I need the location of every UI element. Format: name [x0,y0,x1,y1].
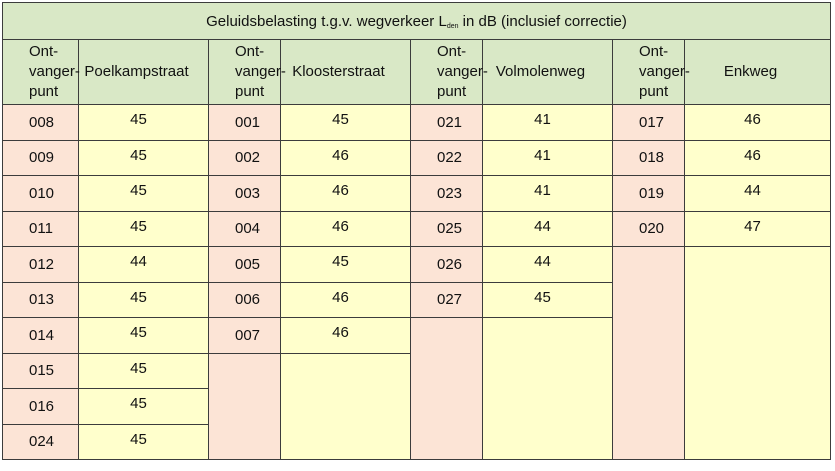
receiver-point-cell: 027 [410,281,483,318]
empty-receiver-point-cell [612,246,685,460]
receiver-point-cell: 017 [612,104,685,141]
noise-value-cell: 41 [482,139,613,176]
receiver-point-cell: 021 [410,104,483,141]
empty-noise-value-cell [280,352,411,460]
receiver-point-cell: 019 [612,175,685,212]
empty-receiver-point-cell [410,317,483,460]
table-row: 009 45 002 46 022 41 018 46 [2,139,832,176]
noise-value-cell: 45 [78,423,209,460]
column-header-row: Ont-vanger-punt Poelkampstraat Ont-vanger-… [2,39,832,105]
noise-value-cell: 46 [280,281,411,318]
receiver-point-cell: 015 [2,352,79,389]
noise-value-cell: 46 [683,139,832,176]
noise-value-cell: 45 [78,388,209,425]
empty-noise-value-cell [683,246,832,460]
noise-value-cell: 41 [482,104,613,141]
empty-noise-value-cell [482,317,613,460]
receiver-point-header: Ont-vanger-punt [2,39,80,105]
receiver-point-cell: 002 [208,139,281,176]
receiver-point-cell: 022 [410,139,483,176]
noise-value-cell: 45 [280,246,411,283]
receiver-point-cell: 005 [208,246,281,283]
receiver-point-cell: 024 [2,423,79,460]
receiver-point-cell: 008 [2,104,79,141]
street-header: Poelkampstraat [78,39,209,105]
receiver-point-cell: 007 [208,317,281,354]
receiver-point-cell: 011 [2,210,79,247]
noise-value-cell: 46 [280,210,411,247]
table-body: 008 45 001 45 021 41 017 46 009 45 002 46 022 41 018 46… [2,104,832,460]
noise-value-cell: 46 [280,175,411,212]
table-row: 015 45 [2,352,831,460]
receiver-point-cell: 012 [2,246,79,283]
receiver-point-cell: 020 [612,210,685,247]
noise-value-cell: 45 [78,317,209,354]
noise-value-cell: 46 [683,104,832,141]
noise-value-cell: 45 [280,104,411,141]
noise-value-cell: 44 [78,246,209,283]
noise-value-cell: 45 [78,281,209,318]
table-row: 013 45 006 46 027 45 [2,281,831,318]
table-row: 012 44 005 45 026 44 [2,246,832,460]
receiver-point-cell: 016 [2,388,79,425]
noise-value-cell: 45 [78,352,209,389]
empty-receiver-point-cell [208,352,281,460]
receiver-point-header: Ont-vanger-punt [208,39,286,105]
noise-value-cell: 46 [280,139,411,176]
noise-value-cell: 46 [280,317,411,354]
table-row: 016 45 [2,388,831,425]
table-row: 024 45 [2,423,831,460]
noise-value-cell: 45 [482,281,613,318]
table-row: 010 45 003 46 023 41 019 44 [2,175,832,212]
receiver-point-header: Ont-vanger-punt [410,39,488,105]
street-header: Kloosterstraat [280,39,411,105]
receiver-point-cell: 013 [2,281,79,318]
table-row: 011 45 004 46 025 44 020 47 [2,210,832,247]
noise-value-cell: 44 [482,210,613,247]
noise-value-cell: 45 [78,175,209,212]
noise-value-cell: 47 [683,210,832,247]
receiver-point-cell: 023 [410,175,483,212]
noise-value-cell: 45 [78,210,209,247]
receiver-point-cell: 026 [410,246,483,283]
receiver-point-cell: 014 [2,317,79,354]
table-row: 014 45 007 46 [2,317,831,460]
receiver-point-cell: 025 [410,210,483,247]
noise-value-cell: 45 [78,139,209,176]
noise-value-cell: 44 [683,175,832,212]
street-header: Enkweg [683,39,832,105]
noise-value-cell: 41 [482,175,613,212]
receiver-point-cell: 003 [208,175,281,212]
receiver-point-cell: 001 [208,104,281,141]
noise-load-table: Geluidsbelasting t.g.v. wegverkeer Lden … [1,2,832,460]
noise-value-cell: 45 [78,104,209,141]
receiver-point-cell: 010 [2,175,79,212]
receiver-point-cell: 006 [208,281,281,318]
table-row: 008 45 001 45 021 41 017 46 [2,104,832,141]
table-title: Geluidsbelasting t.g.v. wegverkeer Lden … [1,2,832,40]
receiver-point-cell: 009 [2,139,79,176]
noise-value-cell: 44 [482,246,613,283]
street-header: Volmolenweg [482,39,613,105]
receiver-point-header: Ont-vanger-punt [612,39,690,105]
receiver-point-cell: 018 [612,139,685,176]
receiver-point-cell: 004 [208,210,281,247]
